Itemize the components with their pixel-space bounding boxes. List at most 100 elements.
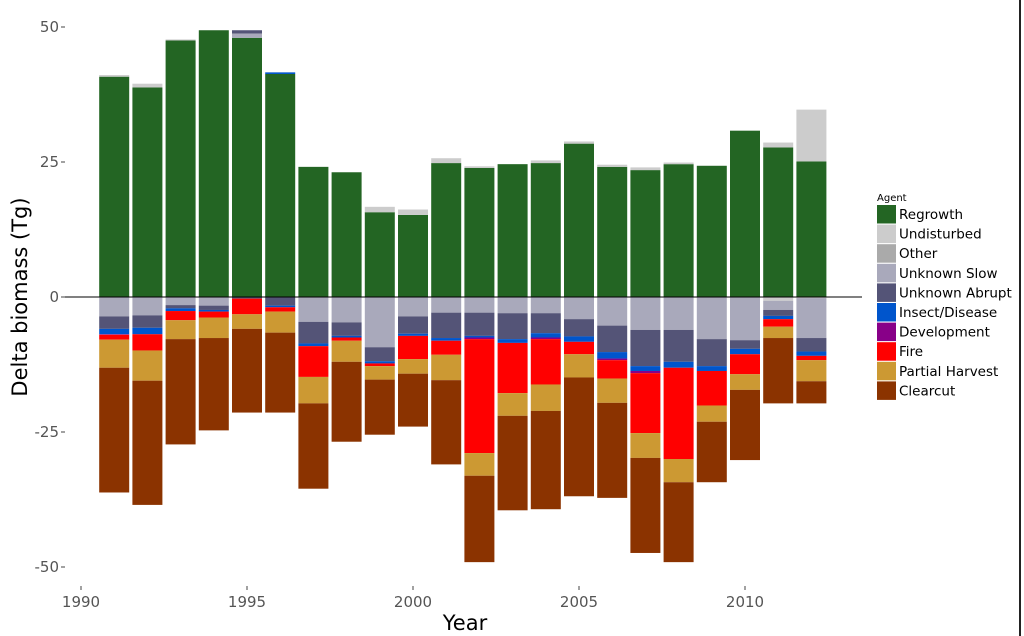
bar-clearcut-1997-loss xyxy=(298,403,329,489)
legend-key-undisturbed xyxy=(877,224,896,244)
bar-fire-2012-loss xyxy=(796,355,827,361)
y-tick-label: -25 xyxy=(35,423,60,441)
bar-unknown-abrupt-1991-loss xyxy=(99,316,130,329)
bar-regrowth-1994 xyxy=(198,30,229,298)
bar-partial-harvest-2003-loss xyxy=(497,393,528,416)
bar-insect-disease-2001-loss xyxy=(431,338,462,341)
bar-unknown-slow-2000-loss xyxy=(398,297,428,317)
bar-clearcut-2012-loss xyxy=(796,381,827,404)
bar-unknown-slow-1995 xyxy=(232,33,262,38)
bar-partial-harvest-2008-loss xyxy=(663,459,694,483)
legend-label-partial-harvest: Partial Harvest xyxy=(899,364,998,380)
bar-regrowth-1993 xyxy=(165,40,196,297)
bar-undisturbed-2006 xyxy=(597,164,628,167)
x-tick-label: 2005 xyxy=(560,593,598,611)
bar-clearcut-2010-loss xyxy=(730,389,760,461)
bar-insect-disease-2003-loss xyxy=(497,339,528,343)
bar-unknown-slow-2006-loss xyxy=(597,297,628,326)
bar-partial-harvest-2012-loss xyxy=(796,360,827,382)
bar-unknown-abrupt-2001-loss xyxy=(431,312,462,339)
legend-key-other xyxy=(877,244,896,263)
bar-undisturbed-2002 xyxy=(464,166,495,168)
legend-label-unknown-abrupt: Unknown Abrupt xyxy=(899,285,1012,301)
bar-insect-disease-1994-loss xyxy=(198,309,229,312)
bar-partial-harvest-2002-loss xyxy=(464,453,495,476)
bar-fire-2011-loss xyxy=(763,319,794,327)
legend: Agent Regrowth Undisturbed Other Unknown Sl… xyxy=(877,193,1012,400)
bar-regrowth-2006 xyxy=(597,166,628,297)
bar-unknown-slow-2010-loss xyxy=(730,297,760,341)
bar-insect-disease-1992-loss xyxy=(132,327,163,335)
bar-insect-disease-2010-loss xyxy=(730,348,760,355)
bar-clearcut-2005-loss xyxy=(564,377,594,497)
bar-regrowth-2003 xyxy=(497,164,528,297)
bar-fire-2007-loss xyxy=(630,373,661,434)
bar-development-2006-loss xyxy=(597,358,628,361)
legend-key-insect-disease xyxy=(877,303,896,322)
bar-regrowth-1997 xyxy=(298,166,329,297)
bar-unknown-abrupt-2012-loss xyxy=(796,338,827,352)
bar-partial-harvest-2010-loss xyxy=(730,374,760,390)
bar-clearcut-2002-loss xyxy=(464,475,495,563)
bar-partial-harvest-2009-loss xyxy=(696,405,727,422)
bar-regrowth-2004 xyxy=(530,163,561,297)
bar-fire-1995-loss xyxy=(232,298,262,315)
bar-partial-harvest-2007-loss xyxy=(630,433,661,458)
bar-fire-2005-loss xyxy=(564,341,594,355)
bar-unknown-slow-2003-loss xyxy=(497,297,528,314)
bar-fire-1994-loss xyxy=(198,311,229,318)
legend-label-regrowth: Regrowth xyxy=(899,207,963,223)
bar-unknown-slow-2004-loss xyxy=(530,297,561,314)
bar-regrowth-2000 xyxy=(398,214,428,297)
bar-fire-1993-loss xyxy=(165,311,196,321)
bar-regrowth-1996 xyxy=(265,73,296,297)
bar-regrowth-2009 xyxy=(696,165,727,297)
bar-unknown-slow-1999-loss xyxy=(364,297,395,348)
bar-fire-2009-loss xyxy=(696,370,727,406)
bar-unknown-abrupt-2011-loss xyxy=(763,309,794,316)
legend-key-fire xyxy=(877,342,896,361)
legend-label-other: Other xyxy=(899,246,938,262)
bar-unknown-slow-2005-loss xyxy=(564,297,594,320)
bar-undisturbed-2000 xyxy=(398,209,428,215)
bar-unknown-abrupt-1995-loss xyxy=(232,297,262,299)
y-tick-label: 0 xyxy=(49,288,59,306)
bar-unknown-abrupt-2006-loss xyxy=(597,325,628,353)
bar-unknown-abrupt-2004-loss xyxy=(530,313,561,334)
bar-insect-disease-2008-loss xyxy=(663,361,694,368)
bar-fire-1992-loss xyxy=(132,334,163,351)
bar-regrowth-1998 xyxy=(331,172,362,297)
bar-fire-2008-loss xyxy=(663,367,694,459)
legend-label-unknown-slow: Unknown Slow xyxy=(899,266,998,282)
bar-clearcut-2007-loss xyxy=(630,457,661,553)
bar-regrowth-2005 xyxy=(564,143,594,297)
bar-partial-harvest-1998-loss xyxy=(331,340,362,362)
bar-regrowth-2011 xyxy=(763,147,794,297)
legend-title: Agent xyxy=(877,193,907,204)
bar-fire-2001-loss xyxy=(431,340,462,355)
bar-development-2004-loss xyxy=(530,337,561,340)
bar-undisturbed-1992 xyxy=(132,83,163,88)
bar-partial-harvest-2000-loss xyxy=(398,359,428,374)
bar-regrowth-2012 xyxy=(796,161,827,297)
bar-unknown-slow-2007-loss xyxy=(630,297,661,330)
bar-insect-disease-2000-loss xyxy=(398,333,428,336)
bar-partial-harvest-1997-loss xyxy=(298,376,329,404)
bar-unknown-slow-1992-loss xyxy=(132,297,163,316)
bar-unknown-abrupt-2007-loss xyxy=(630,329,661,367)
bar-fire-2010-loss xyxy=(730,354,760,375)
bar-partial-harvest-2001-loss xyxy=(431,354,462,381)
bar-undisturbed-2008 xyxy=(663,162,694,165)
bars xyxy=(99,30,827,563)
x-tick-label: 1990 xyxy=(62,593,100,611)
bar-regrowth-1992 xyxy=(132,87,163,297)
bar-insect-disease-2011-loss xyxy=(763,315,794,320)
bar-partial-harvest-1991-loss xyxy=(99,339,130,368)
legend-key-unknown-abrupt xyxy=(877,283,896,302)
bar-clearcut-1996-loss xyxy=(265,332,296,413)
bar-development-1991-loss xyxy=(99,334,130,335)
legend-key-partial-harvest xyxy=(877,361,896,381)
bar-clearcut-1998-loss xyxy=(331,361,362,442)
legend-label-development: Development xyxy=(899,325,990,341)
